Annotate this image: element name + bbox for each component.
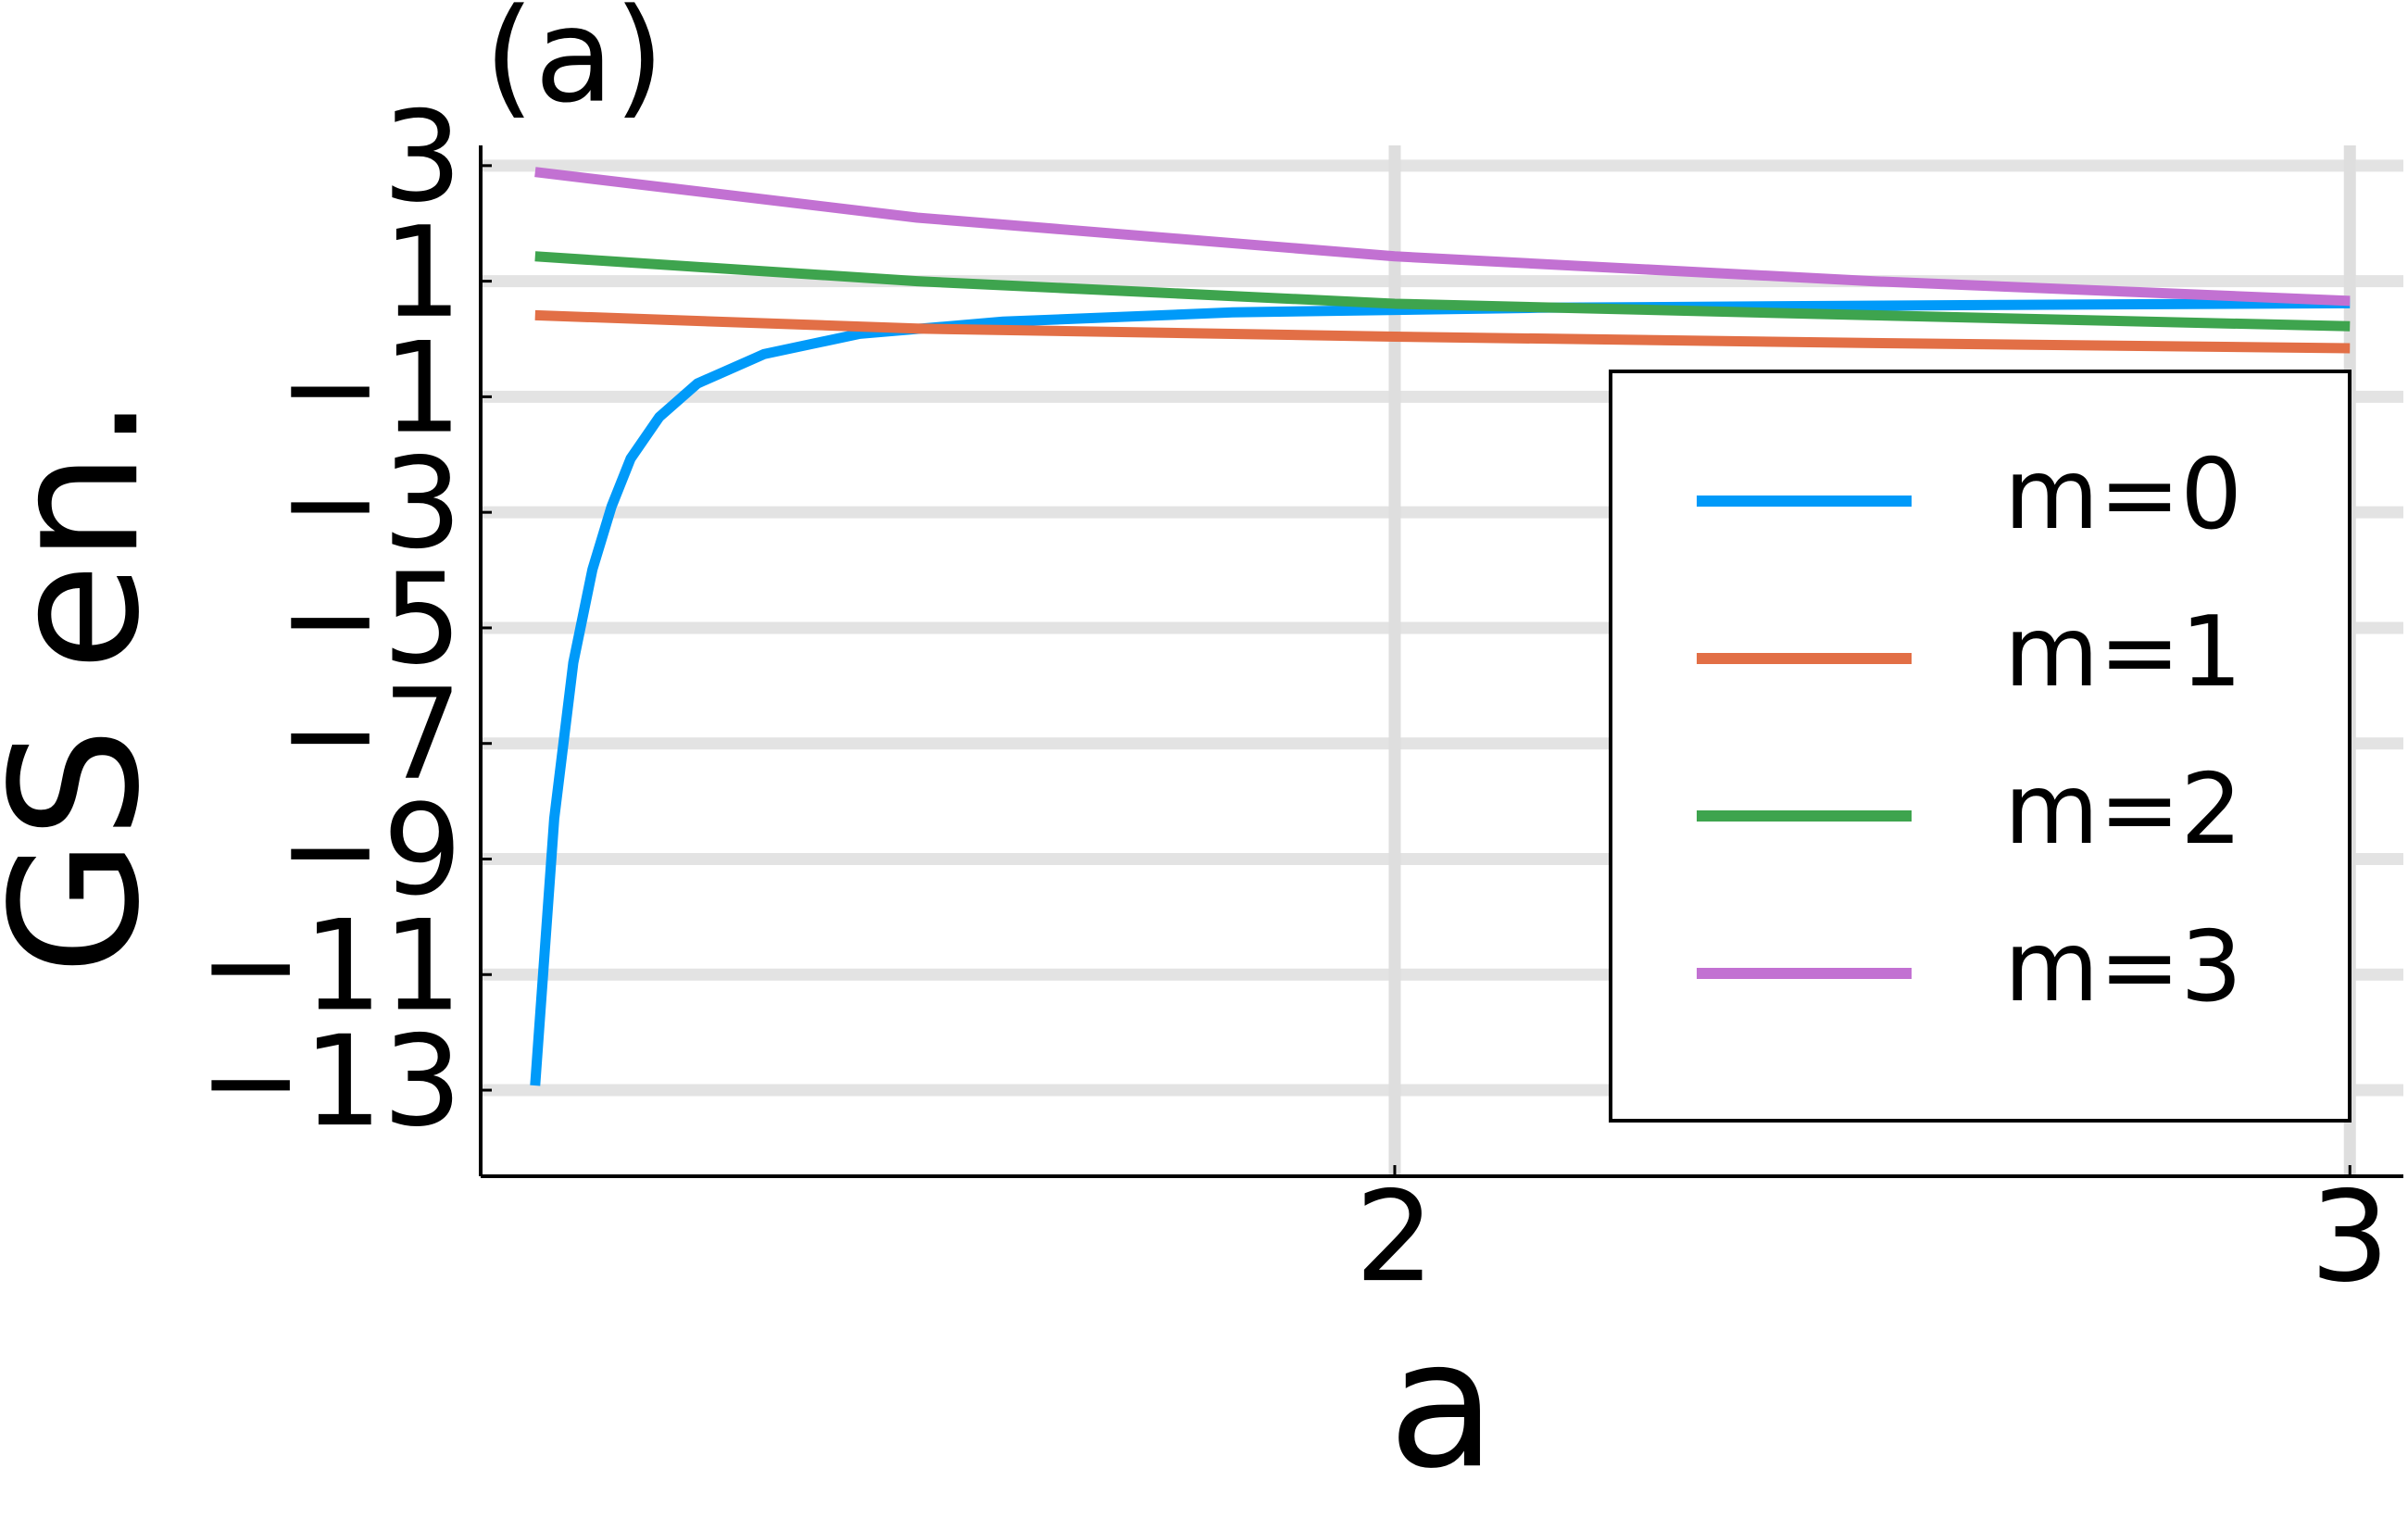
line-series <box>534 251 2351 332</box>
line-series <box>534 309 2351 354</box>
y-tick-label: −7 <box>278 662 462 808</box>
x-tick-label: 2 <box>1355 1164 1435 1310</box>
y-tick-label: −3 <box>278 431 462 576</box>
line-series <box>534 167 2351 307</box>
y-tick-label: −1 <box>278 315 462 460</box>
x-tick-label: 3 <box>2310 1164 2389 1310</box>
y-tick-label: −9 <box>278 778 462 923</box>
y-tick-label: −13 <box>198 1009 462 1154</box>
y-tick-label: −5 <box>278 546 462 692</box>
x-axis-label: a <box>1388 1302 1496 1507</box>
chart-title: (a) <box>483 0 664 132</box>
legend-label: m=1 <box>2004 596 2242 709</box>
y-axis-label: GS en. <box>0 395 178 975</box>
y-tick-label: 3 <box>383 84 462 230</box>
legend-label: m=3 <box>2004 910 2242 1023</box>
y-tick-label: 1 <box>383 200 462 345</box>
legend-label: m=2 <box>2004 753 2242 866</box>
y-tick-label: −11 <box>198 893 462 1038</box>
legend-label: m=0 <box>2004 438 2242 551</box>
